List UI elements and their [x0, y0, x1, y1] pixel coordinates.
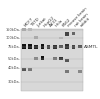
Text: ASMTL: ASMTL	[84, 45, 98, 49]
Text: rabbit: rabbit	[80, 16, 91, 28]
Text: 75kDa-: 75kDa-	[8, 45, 20, 49]
Bar	[28, 44, 32, 49]
Text: MCF7: MCF7	[24, 17, 35, 28]
Text: 30kDa-: 30kDa-	[8, 80, 20, 84]
Text: 100kDa-: 100kDa-	[5, 36, 20, 40]
Bar	[59, 45, 63, 48]
Bar	[72, 45, 75, 49]
Bar	[22, 28, 26, 31]
Bar	[53, 45, 57, 49]
Text: mouse brain: mouse brain	[67, 7, 88, 28]
Text: 40kDa-: 40kDa-	[8, 66, 20, 70]
Bar	[65, 70, 69, 73]
Text: K562: K562	[61, 17, 71, 28]
Bar	[22, 44, 26, 49]
Bar	[78, 70, 81, 73]
Bar	[47, 45, 50, 49]
Bar	[53, 57, 57, 60]
Bar	[72, 32, 75, 35]
Bar	[59, 37, 63, 39]
Text: 50kDa-: 50kDa-	[8, 57, 20, 61]
Bar	[40, 44, 44, 49]
Bar	[65, 32, 69, 36]
Bar	[21, 29, 83, 91]
Bar	[65, 59, 69, 62]
Bar	[40, 56, 44, 60]
Text: Hela: Hela	[55, 18, 64, 28]
Bar	[78, 45, 81, 48]
Bar	[34, 36, 38, 39]
Bar	[28, 29, 32, 31]
Bar	[34, 45, 38, 49]
Text: HepG2: HepG2	[42, 15, 55, 28]
Bar	[59, 57, 63, 60]
Bar	[65, 44, 69, 49]
Bar	[34, 57, 38, 60]
Text: A431: A431	[49, 17, 59, 28]
Text: T47D: T47D	[30, 17, 40, 28]
Bar	[28, 68, 32, 70]
Text: Jurkat: Jurkat	[36, 17, 47, 28]
Text: 150kDa-: 150kDa-	[5, 28, 20, 32]
Text: rat brain: rat brain	[73, 12, 89, 28]
Bar	[22, 68, 26, 71]
